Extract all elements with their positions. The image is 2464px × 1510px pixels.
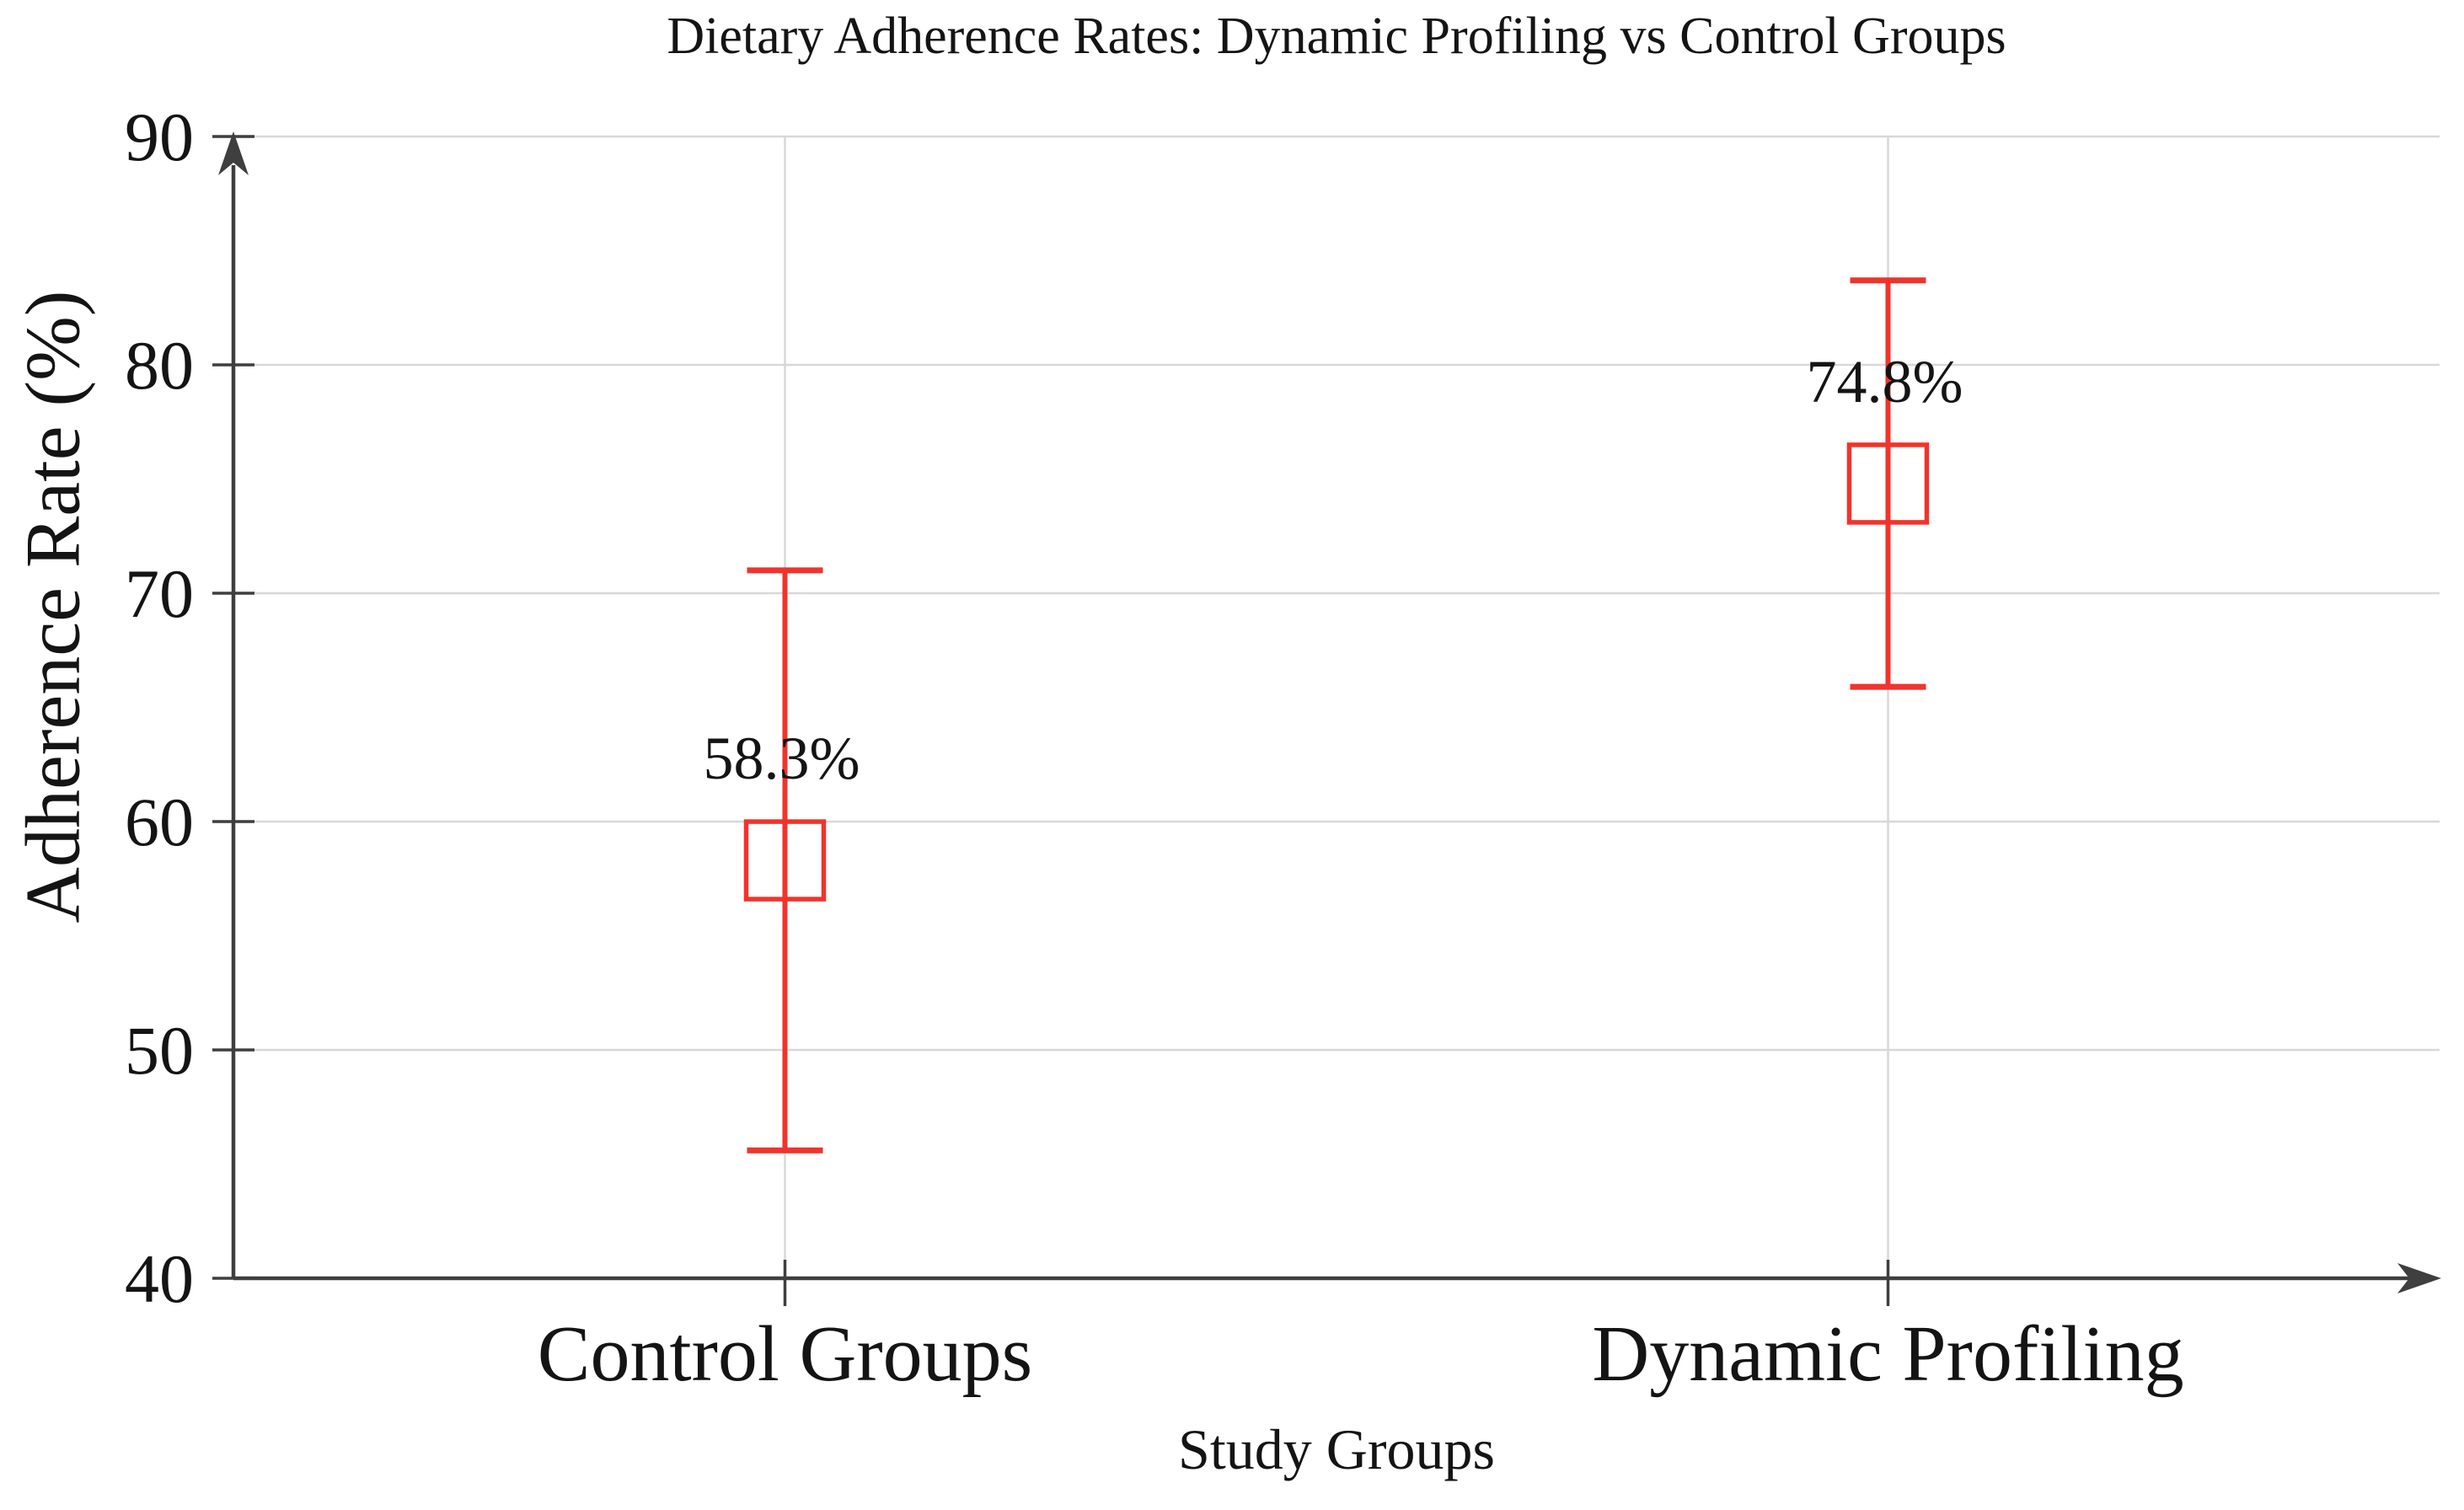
y-axis-title: Adherence Rate (%) — [9, 290, 96, 924]
y-axis-arrow-icon — [218, 131, 249, 175]
y-tick-label: 50 — [125, 1012, 194, 1089]
x-axis-arrow-icon — [2397, 1263, 2441, 1293]
y-tick-label: 80 — [125, 327, 194, 404]
chart-title: Dietary Adherence Rates: Dynamic Profili… — [667, 8, 2006, 65]
y-tick-label: 40 — [125, 1240, 194, 1317]
x-axis-title: Study Groups — [1178, 1417, 1495, 1481]
x-category-label: Control Groups — [538, 1310, 1033, 1398]
y-tick-label: 60 — [125, 784, 194, 860]
data-point-label: 74.8% — [1807, 348, 1963, 415]
data-point-marker — [1846, 442, 1930, 525]
data-point-label: 58.3% — [704, 725, 860, 792]
data-point-marker — [743, 819, 827, 902]
y-tick-label: 90 — [125, 99, 194, 175]
y-tick-label: 70 — [125, 555, 194, 632]
x-category-label: Dynamic Profiling — [1592, 1310, 2183, 1398]
